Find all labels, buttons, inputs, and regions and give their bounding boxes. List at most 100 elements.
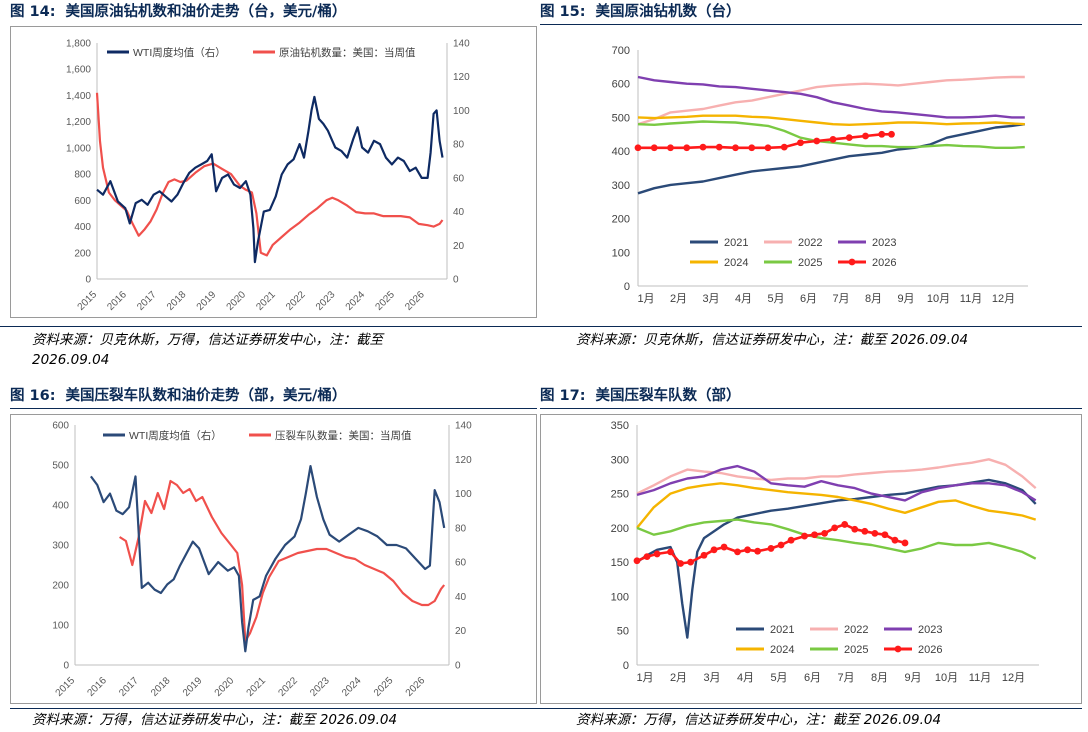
fig14-xtick: 2020 (225, 289, 249, 313)
figure-15-number: 图 15: (540, 4, 586, 20)
fig14-xtick: 2026 (403, 289, 427, 313)
fig16-ytick-right: 20 (455, 626, 467, 637)
fig14-series-wti (96, 95, 444, 264)
fig17-point-2026 (801, 532, 808, 540)
fig17-legend-marker (894, 645, 902, 653)
fig14-ytick-right: 0 (453, 275, 459, 286)
fig17-point-2026 (881, 531, 889, 539)
fig16-ytick-left: 400 (52, 501, 69, 512)
fig14-legend-label: WTI周度均值（右） (133, 46, 226, 59)
fig14-xtick: 2023 (314, 289, 338, 313)
figure-15-source-rule (0, 326, 1082, 327)
fig17-ytick: 150 (611, 557, 629, 569)
fig15-legend-label: 2026 (872, 257, 896, 269)
fig15-point-2026 (699, 143, 707, 151)
figure-16-title-text: 美国压裂车队数和油价走势（部，美元/桶） (65, 388, 347, 404)
fig14-ytick-left: 0 (85, 275, 91, 286)
fig16-xtick: 2021 (245, 675, 269, 699)
fig15-point-2026 (683, 144, 691, 152)
fig17-xtick: 10月 (935, 672, 958, 684)
fig17-xtick: 4月 (737, 672, 754, 684)
fig17-xtick: 5月 (770, 672, 787, 684)
fig17-series-2022 (636, 458, 1037, 495)
figure-16-svg: 0 100 200 300 400 500 600 0 20 40 60 80 100 120 140 201… (52, 421, 472, 699)
fig16-ytick-right: 140 (455, 421, 472, 432)
figure-15: 图 15: 美国原油钻机数（台） 0 100 200 300 400 500 600 700 1月… (0, 0, 1082, 372)
fig16-xtick: 2017 (117, 675, 141, 699)
fig16-xtick: 2020 (213, 675, 237, 699)
figure-16: 图 16: 美国压裂车队数和油价走势（部，美元/桶） 0 100 200 300 400 5… (10, 384, 1082, 732)
fig17-point-2026 (744, 546, 751, 554)
figure-17-number: 图 17: (540, 388, 586, 404)
figure-17: 图 17: 美国压裂车队数（部） 0 50 100 150 200 250 300 350 1月 2… (540, 384, 1082, 732)
fig17-point-2026 (821, 529, 828, 537)
fig15-xtick: 10月 (927, 293, 950, 305)
fig17-legend-label: 2023 (918, 624, 942, 636)
fig17-xtick: 6月 (804, 672, 821, 684)
fig15-xtick: 7月 (832, 293, 849, 305)
fig17-point-2026 (777, 541, 785, 549)
fig17-xtick: 9月 (904, 672, 921, 684)
fig17-xtick: 8月 (871, 672, 888, 684)
figure-15-chart: 0 100 200 300 400 500 600 700 1月 2月 3月 4月 5月 6月 7月 8月 9月… (540, 30, 1082, 320)
fig15-xtick: 6月 (800, 293, 817, 305)
fig15-ytick: 200 (612, 214, 630, 226)
fig14-xtick: 2022 (284, 289, 308, 313)
fig16-legend-label: WTI周度均值（右） (129, 429, 222, 442)
fig15-series-2021 (637, 123, 1025, 195)
fig17-legend-label: 2022 (844, 624, 868, 636)
fig16-ytick-right: 0 (455, 661, 461, 672)
fig14-series-rigs (95, 92, 444, 257)
fig14-ytick-left: 1,600 (66, 65, 91, 76)
fig17-series-2024 (636, 482, 1037, 529)
fig14-legend-label: 原油钻机数量：美国：当周值 (279, 46, 416, 59)
fig15-xtick: 2月 (670, 293, 687, 305)
fig15-legend-label: 2022 (798, 237, 822, 249)
fig15-xtick: 1月 (637, 293, 654, 305)
fig17-point-2026 (787, 536, 795, 544)
figure-16-chart: 0 100 200 300 400 500 600 0 20 40 60 80 100 120 140 201… (10, 414, 537, 704)
fig15-legend-label: 2025 (798, 257, 822, 269)
figure-14-source: 资料来源：贝克休斯，万得，信达证券研发中心，注：截至 2026.09.04 (32, 330, 383, 370)
fig14-xtick: 2019 (195, 289, 219, 313)
fig16-xtick: 2023 (308, 675, 332, 699)
fig14-ytick-right: 120 (453, 72, 470, 83)
fig17-point-2026 (643, 553, 651, 561)
fig17-point-2026 (653, 550, 661, 558)
fig15-legend-marker (848, 258, 856, 266)
fig14-ytick-right: 40 (453, 207, 465, 218)
fig15-point-2026 (748, 144, 756, 152)
fig16-ytick-right: 40 (455, 592, 467, 603)
fig17-series-2025 (636, 518, 1037, 560)
fig17-point-2026 (811, 531, 818, 539)
fig16-series-rigs (119, 479, 446, 643)
fig16-series-wti (90, 465, 446, 653)
fig17-xtick: 12月 (1002, 672, 1025, 684)
fig15-ytick: 600 (612, 79, 630, 91)
fig14-xtick: 2016 (105, 289, 129, 313)
fig17-xtick: 1月 (636, 672, 653, 684)
fig15-point-2026 (634, 144, 642, 152)
fig15-xtick: 3月 (702, 293, 719, 305)
figure-16-source: 资料来源：万得，信达证券研发中心，注：截至 2026.09.04 (32, 712, 398, 728)
fig15-point-2026 (780, 143, 788, 151)
fig17-legend-label: 2026 (918, 644, 942, 656)
fig17-point-2026 (677, 560, 684, 567)
fig16-ytick-right: 80 (455, 523, 467, 534)
fig17-legend-label: 2025 (844, 644, 868, 656)
fig15-xtick: 11月 (960, 293, 982, 305)
fig14-ytick-right: 60 (453, 173, 465, 184)
fig16-xtick: 2019 (181, 675, 205, 699)
figure-17-title: 图 17: 美国压裂车队数（部） (540, 384, 1082, 409)
figure-14: 图 14: 美国原油钻机数和油价走势（台，美元/桶） 0 200 400 600 800 1… (10, 0, 537, 372)
fig14-ytick-left: 1,200 (66, 117, 91, 128)
fig17-ytick: 0 (623, 660, 629, 672)
figure-15-svg: 0 100 200 300 400 500 600 700 1月 2月 3月 4月 5月 6月 7月 8月 9月… (612, 45, 1028, 305)
fig15-ytick: 0 (624, 281, 630, 293)
fig17-point-2026 (633, 557, 641, 565)
fig17-point-2026 (851, 525, 859, 533)
fig15-ytick: 100 (612, 247, 630, 259)
fig14-ytick-right: 140 (453, 39, 470, 50)
fig15-legend-label: 2023 (872, 237, 896, 249)
figure-17-chart: 0 50 100 150 200 250 300 350 1月 2月 3月 4月 5月 6月 7月 8月 9月 1… (540, 414, 1082, 704)
